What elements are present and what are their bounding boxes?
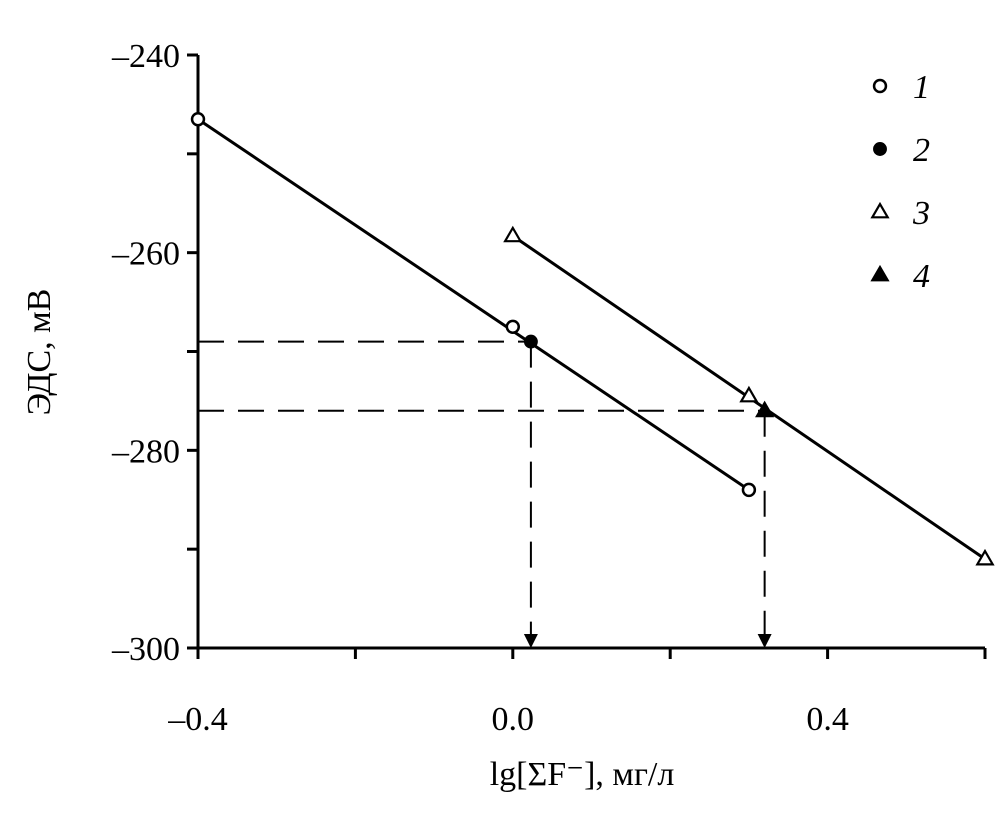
y-tick-label: –300	[111, 631, 180, 668]
data-point-series-2	[523, 334, 538, 349]
data-point-series-3	[975, 548, 995, 566]
legend-marker-4	[870, 264, 890, 282]
data-point-series-3	[739, 385, 759, 403]
y-tick-label: –280	[111, 433, 180, 470]
data-point-series-4	[755, 400, 775, 418]
legend-label-3: 3	[912, 195, 930, 232]
data-point-series-3	[503, 225, 523, 243]
axes	[196, 55, 985, 650]
x-tick-label: 0.4	[806, 701, 849, 738]
fit-line	[197, 117, 750, 492]
x-axis-title: lg[ΣF⁻], мг/л	[490, 756, 675, 793]
x-tick-label: 0.0	[492, 701, 535, 738]
legend-marker-2	[873, 142, 887, 156]
data-point-series-1	[741, 482, 757, 498]
data-point-series-1	[505, 319, 520, 334]
legend-marker-1	[872, 78, 888, 94]
reference-arrow-head	[757, 634, 772, 648]
legend-label-4: 4	[913, 258, 930, 295]
data-points	[190, 112, 995, 566]
x-ticks: –0.4 0.0 0.4	[167, 648, 987, 738]
y-ticks: –300 –280 –260 –240	[111, 38, 198, 668]
data-point-series-1	[190, 112, 206, 127]
fit-lines	[197, 117, 986, 561]
legend-marker-3	[870, 201, 890, 219]
reference-lines	[198, 340, 772, 648]
legend: 1 2 3 4	[870, 69, 930, 295]
y-tick-label: –240	[111, 38, 180, 75]
x-tick-label: –0.4	[167, 701, 228, 738]
y-tick-label: –260	[111, 236, 180, 273]
reference-arrow-head	[523, 634, 538, 648]
legend-label-1: 1	[913, 69, 930, 106]
legend-label-2: 2	[913, 132, 930, 169]
y-axis-title: ЭДС, мВ	[21, 289, 58, 416]
